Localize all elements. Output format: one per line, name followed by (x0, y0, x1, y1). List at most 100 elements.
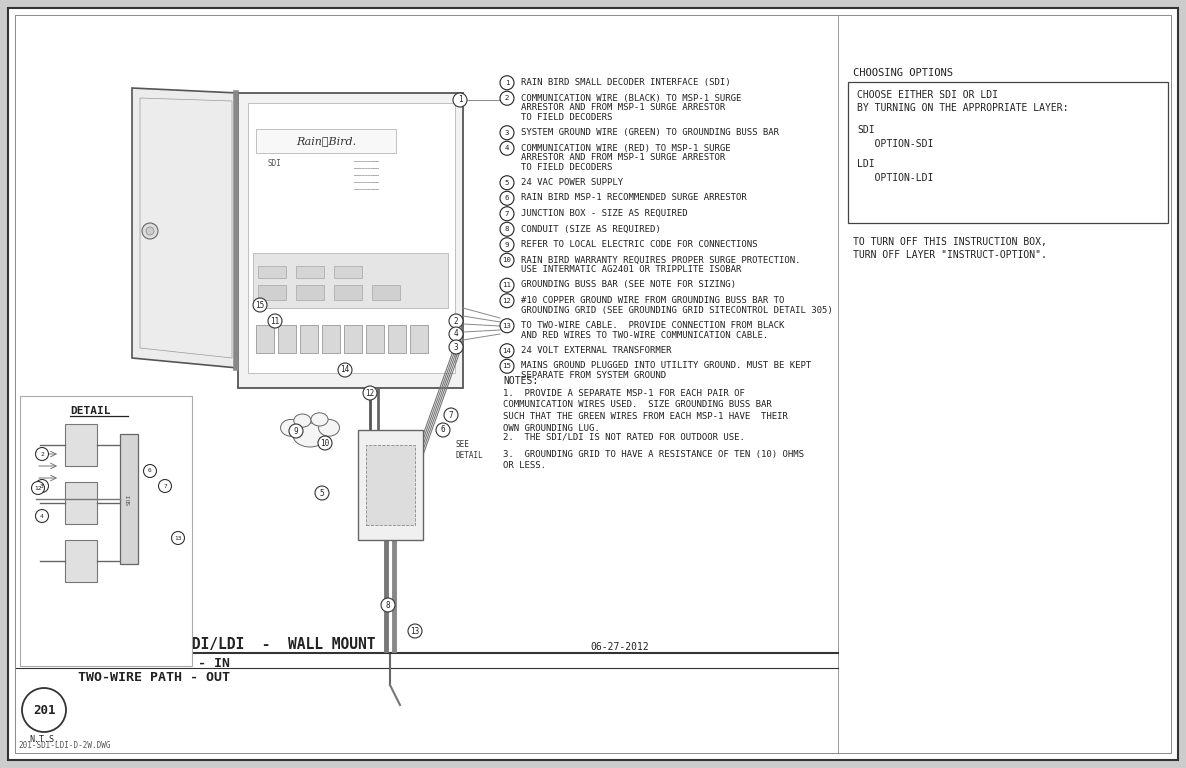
Text: SYSTEM GROUND WIRE (GREEN) TO GROUNDING BUSS BAR: SYSTEM GROUND WIRE (GREEN) TO GROUNDING … (521, 128, 779, 137)
Text: SITECONTROL SDI/LDI  -  WALL MOUNT: SITECONTROL SDI/LDI - WALL MOUNT (78, 637, 376, 652)
Text: MAINS GROUND PLUGGED INTO UTILITY GROUND. MUST BE KEPT: MAINS GROUND PLUGGED INTO UTILITY GROUND… (521, 362, 811, 370)
Circle shape (408, 624, 422, 638)
Text: TO FIELD DECODERS: TO FIELD DECODERS (521, 163, 612, 171)
Text: ARRESTOR AND FROM MSP-1 SURGE ARRESTOR: ARRESTOR AND FROM MSP-1 SURGE ARRESTOR (521, 153, 726, 162)
Text: TWO-WIRE PATH - OUT: TWO-WIRE PATH - OUT (78, 671, 230, 684)
Text: 3: 3 (40, 484, 44, 488)
Text: 06-27-2012: 06-27-2012 (589, 642, 649, 652)
Text: 1.  PROVIDE A SEPARATE MSP-1 FOR EACH PAIR OF
COMMUNICATION WIRES USED.  SIZE GR: 1. PROVIDE A SEPARATE MSP-1 FOR EACH PAI… (503, 389, 788, 433)
Ellipse shape (311, 413, 329, 426)
Text: 11: 11 (503, 283, 511, 288)
Circle shape (253, 298, 267, 312)
Text: ─────────: ───────── (353, 173, 378, 177)
Text: 10: 10 (503, 257, 511, 263)
Text: JUNCTION BOX - SIZE AS REQUIRED: JUNCTION BOX - SIZE AS REQUIRED (521, 209, 688, 218)
Text: #10 COPPER GROUND WIRE FROM GROUNDING BUSS BAR TO: #10 COPPER GROUND WIRE FROM GROUNDING BU… (521, 296, 784, 305)
Text: LDI: LDI (857, 159, 874, 169)
Circle shape (289, 424, 302, 438)
Text: 2.  THE SDI/LDI IS NOT RATED FOR OUTDOOR USE.: 2. THE SDI/LDI IS NOT RATED FOR OUTDOOR … (503, 432, 745, 442)
Circle shape (142, 223, 158, 239)
Bar (238, 93, 463, 388)
Circle shape (268, 314, 282, 328)
Text: ─────────: ───────── (353, 158, 378, 164)
Circle shape (159, 479, 172, 492)
Circle shape (500, 207, 514, 220)
Circle shape (381, 598, 395, 612)
Text: Rain★Bird.: Rain★Bird. (296, 136, 356, 146)
Text: RAIN BIRD MSP-1 RECOMMENDED SURGE ARRESTOR: RAIN BIRD MSP-1 RECOMMENDED SURGE ARREST… (521, 194, 747, 203)
Circle shape (315, 486, 329, 500)
Text: USE INTERMATIC AG2401 OR TRIPPLITE ISOBAR: USE INTERMATIC AG2401 OR TRIPPLITE ISOBA… (521, 265, 741, 274)
Circle shape (36, 479, 49, 492)
Text: RAIN BIRD WARRANTY REQUIRES PROPER SURGE PROTECTION.: RAIN BIRD WARRANTY REQUIRES PROPER SURGE… (521, 256, 801, 264)
Text: COMMUNICATION WIRE (BLACK) TO MSP-1 SURGE: COMMUNICATION WIRE (BLACK) TO MSP-1 SURG… (521, 94, 741, 102)
Bar (296, 285, 324, 300)
Circle shape (32, 482, 45, 495)
Bar (334, 266, 362, 278)
Circle shape (436, 423, 449, 437)
Text: DETAIL: DETAIL (70, 406, 110, 416)
Text: CONDUIT (SIZE AS REQUIRED): CONDUIT (SIZE AS REQUIRED) (521, 224, 661, 233)
Circle shape (500, 141, 514, 155)
Text: NOTES:: NOTES: (503, 376, 538, 386)
Polygon shape (132, 88, 238, 368)
Text: TO FIELD DECODERS: TO FIELD DECODERS (521, 112, 612, 121)
Ellipse shape (281, 419, 301, 436)
Bar (259, 266, 286, 278)
Bar (358, 430, 423, 540)
Text: 2: 2 (454, 316, 458, 326)
Text: 7: 7 (164, 484, 167, 488)
Circle shape (318, 436, 332, 450)
Text: 1: 1 (458, 95, 463, 104)
Text: 201-SDI-LDI-D-2W.DWG: 201-SDI-LDI-D-2W.DWG (18, 741, 110, 750)
Text: N.T.S.: N.T.S. (28, 736, 59, 744)
Circle shape (449, 340, 463, 354)
Text: 12: 12 (34, 485, 42, 491)
Bar (65, 482, 97, 524)
Bar (344, 325, 362, 353)
Bar (259, 285, 286, 300)
Circle shape (449, 314, 463, 328)
Text: 12: 12 (503, 298, 511, 304)
Text: 2: 2 (40, 452, 44, 456)
Bar (248, 103, 455, 373)
Circle shape (453, 93, 467, 107)
Circle shape (338, 363, 352, 377)
Bar (278, 325, 296, 353)
Text: 7: 7 (505, 210, 509, 217)
Circle shape (363, 386, 377, 400)
Text: 3.  GROUNDING GRID TO HAVE A RESISTANCE OF TEN (10) OHMS
OR LESS.: 3. GROUNDING GRID TO HAVE A RESISTANCE O… (503, 449, 804, 470)
Bar (20, 396, 192, 666)
Bar (366, 325, 384, 353)
Text: CHOOSING OPTIONS: CHOOSING OPTIONS (853, 68, 954, 78)
Text: 24 VAC POWER SUPPLY: 24 VAC POWER SUPPLY (521, 178, 623, 187)
Ellipse shape (319, 419, 339, 436)
Text: 9: 9 (505, 242, 509, 248)
Text: 15: 15 (503, 363, 511, 369)
Circle shape (172, 531, 185, 545)
Text: SEE
DETAIL: SEE DETAIL (455, 440, 483, 460)
Text: 13: 13 (410, 627, 420, 635)
Text: ─────────: ───────── (353, 165, 378, 170)
Text: TO TURN OFF THIS INSTRUCTION BOX,: TO TURN OFF THIS INSTRUCTION BOX, (853, 237, 1047, 247)
Text: 3: 3 (454, 343, 458, 352)
Text: AND RED WIRES TO TWO-WIRE COMMUNICATION CABLE.: AND RED WIRES TO TWO-WIRE COMMUNICATION … (521, 330, 769, 339)
Text: OPTION-LDI: OPTION-LDI (857, 173, 933, 183)
Bar (372, 285, 400, 300)
Text: 13: 13 (503, 323, 511, 329)
Circle shape (500, 278, 514, 293)
Text: ARRESTOR AND FROM MSP-1 SURGE ARRESTOR: ARRESTOR AND FROM MSP-1 SURGE ARRESTOR (521, 103, 726, 112)
Bar (410, 325, 428, 353)
Text: OPTION-SDI: OPTION-SDI (857, 139, 933, 149)
Circle shape (500, 319, 514, 333)
Text: 7: 7 (448, 411, 453, 419)
Text: CHOOSE EITHER SDI OR LDI: CHOOSE EITHER SDI OR LDI (857, 90, 997, 100)
Text: TO TWO-WIRE CABLE.  PROVIDE CONNECTION FROM BLACK: TO TWO-WIRE CABLE. PROVIDE CONNECTION FR… (521, 321, 784, 330)
Text: 14: 14 (503, 348, 511, 354)
Text: 8: 8 (385, 601, 390, 610)
Circle shape (500, 293, 514, 308)
Text: SDI: SDI (857, 125, 874, 135)
Circle shape (500, 253, 514, 267)
Bar (65, 540, 97, 582)
Text: 12: 12 (365, 389, 375, 398)
